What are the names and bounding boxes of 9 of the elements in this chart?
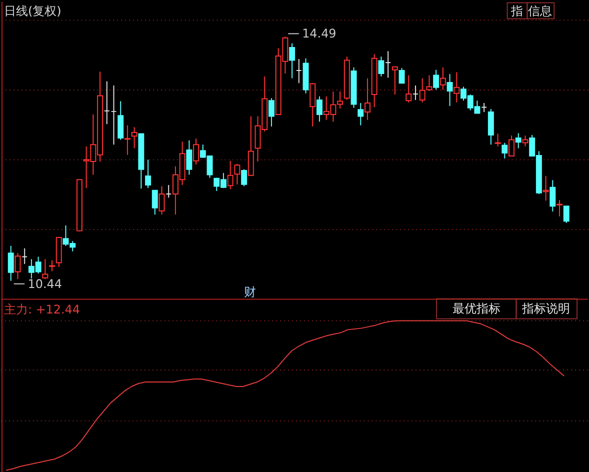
text: 最优指标 — [452, 302, 500, 316]
text: 主力: +12.44 — [4, 302, 80, 317]
chart-title: 日线(复权) — [4, 4, 62, 18]
text: 财 — [244, 284, 256, 299]
text: 信息 — [528, 4, 552, 18]
text: 指标说明 — [521, 302, 570, 316]
annotation: 10.44 — [28, 276, 62, 291]
annotation: 14.49 — [302, 26, 336, 41]
text: 指 — [510, 4, 524, 18]
